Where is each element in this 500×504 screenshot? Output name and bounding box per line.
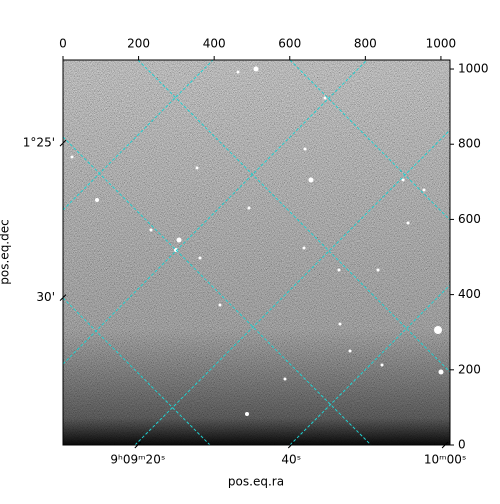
x-axis-label: pos.eq.ra bbox=[228, 475, 284, 489]
dec-tick-label: 1°25' bbox=[23, 136, 55, 150]
grid-line bbox=[289, 60, 450, 221]
grid-line bbox=[289, 284, 450, 445]
x-tick-label: 800 bbox=[354, 37, 377, 51]
y-tick-label: 400 bbox=[458, 287, 481, 301]
dec-tick-label: 30' bbox=[36, 290, 55, 304]
ra-tick bbox=[134, 441, 142, 449]
x-tick-label: 200 bbox=[127, 37, 150, 51]
y-tick-label: 1000 bbox=[458, 62, 489, 76]
ra-tick bbox=[441, 441, 449, 449]
grid-line bbox=[63, 60, 368, 365]
ra-tick bbox=[287, 441, 295, 449]
x-tick-label: 400 bbox=[203, 37, 226, 51]
y-tick-label: 800 bbox=[458, 137, 481, 151]
ra-tick-label: 10ᵐ00ˢ bbox=[424, 453, 467, 467]
x-tick-label: 600 bbox=[278, 37, 301, 51]
y-axis-label: pos.eq.dec bbox=[0, 219, 12, 284]
world-grid bbox=[63, 60, 450, 445]
y-tick-label: 0 bbox=[458, 438, 466, 452]
grid-line bbox=[134, 129, 450, 445]
ra-tick-label: 9ʰ09ᵐ20ˢ bbox=[110, 453, 165, 467]
frame bbox=[62, 59, 451, 446]
x-tick-label: 0 bbox=[59, 37, 67, 51]
ra-tick-label: 40ˢ bbox=[281, 453, 301, 467]
stars bbox=[70, 66, 444, 416]
x-tick-label: 1000 bbox=[426, 37, 457, 51]
grid-line bbox=[137, 60, 450, 373]
y-tick-label: 200 bbox=[458, 362, 481, 376]
dec-tick bbox=[59, 294, 67, 301]
dec-tick bbox=[59, 139, 67, 147]
y-tick-label: 600 bbox=[458, 212, 481, 226]
grid-line bbox=[63, 136, 372, 445]
image bbox=[62, 59, 451, 446]
grid-line bbox=[63, 60, 214, 211]
